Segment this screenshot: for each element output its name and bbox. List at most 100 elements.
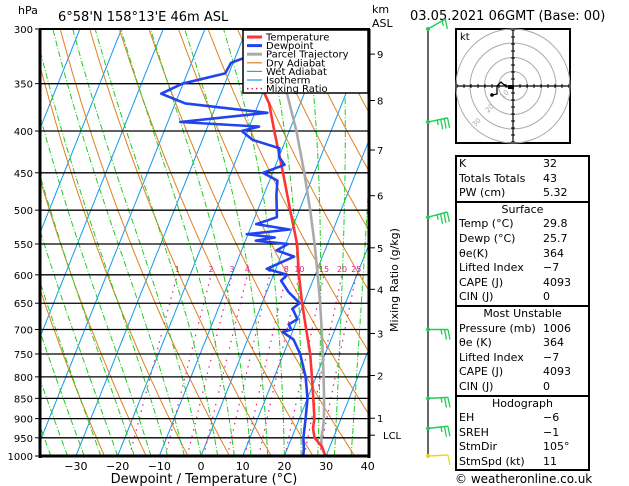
index-row: StmSpd (kt) 11 bbox=[459, 454, 557, 468]
pressure-label: 800 bbox=[14, 373, 33, 384]
index-row: Dewp (°C) 25.7 bbox=[459, 231, 568, 245]
index-row: θe(K) 364 bbox=[459, 246, 564, 260]
wind-barb-flag bbox=[446, 211, 450, 223]
pressure-label: 900 bbox=[14, 415, 33, 426]
index-row: Totals Totals 43 bbox=[459, 171, 557, 185]
wind-barb-flag bbox=[443, 397, 448, 408]
wind-barb-flag bbox=[443, 118, 447, 129]
legend-label: Parcel Trajectory bbox=[266, 50, 349, 61]
pressure-unit-label: hPa bbox=[18, 4, 38, 17]
index-row: PW (cm) 5.32 bbox=[459, 186, 568, 200]
pressure-label: 350 bbox=[14, 80, 33, 91]
wet-adiabat-line bbox=[40, 113, 152, 456]
wind-barb-half-flag bbox=[436, 214, 439, 220]
index-row: Lifted Index −7 bbox=[459, 350, 560, 364]
hodograph-unit: kt bbox=[460, 32, 470, 43]
mixing-ratio-line bbox=[164, 274, 212, 456]
hodograph-end-marker bbox=[508, 85, 514, 89]
index-row: Temp (°C) 29.8 bbox=[459, 217, 568, 231]
km-label: km bbox=[372, 3, 389, 16]
km-label: 4 bbox=[377, 285, 383, 296]
most-unstable-section: Most Unstable Pressure (mb) 1006 θe (K) 36… bbox=[457, 304, 588, 395]
wind-barb-shaft bbox=[427, 18, 446, 30]
wind-barb-flag bbox=[443, 426, 448, 437]
x-axis-title: Dewpoint / Temperature (°C) bbox=[111, 472, 298, 486]
wind-barb-shaft bbox=[427, 117, 448, 123]
surface-title: Surface bbox=[501, 202, 544, 216]
pressure-label: 600 bbox=[14, 271, 33, 282]
pressure-label: 500 bbox=[14, 206, 33, 217]
wind-barb-flag bbox=[444, 18, 448, 30]
wet-adiabat-line bbox=[264, 29, 302, 456]
wind-barb-dot bbox=[426, 215, 430, 220]
wind-barb-flag bbox=[443, 329, 448, 340]
wind-barb-flag bbox=[447, 454, 451, 466]
mixing-ratio-label: 15 bbox=[319, 265, 329, 274]
pressure-label: 550 bbox=[14, 240, 33, 251]
dewpoint-curve bbox=[159, 29, 309, 456]
wind-barb-half-flag bbox=[441, 20, 444, 26]
index-row: CAPE (J) 4093 bbox=[459, 365, 571, 379]
km-label: 6 bbox=[377, 192, 383, 203]
pressure-label: 450 bbox=[14, 169, 33, 180]
index-row: θe (K) 364 bbox=[459, 336, 564, 350]
temperature-tick-label: 0 bbox=[198, 460, 205, 473]
wind-barb-half-flag bbox=[436, 119, 439, 126]
km-label: 9 bbox=[377, 50, 383, 61]
index-row: EH −6 bbox=[459, 411, 560, 425]
legend-label: Isotherm bbox=[266, 76, 310, 87]
dry-adiabat-line bbox=[59, 29, 231, 456]
wet-adiabat-line bbox=[40, 47, 169, 456]
parcel-trajectory-curve bbox=[283, 83, 327, 456]
dry-adiabat-line bbox=[237, 29, 369, 292]
pressure-label: 300 bbox=[14, 25, 33, 36]
location-title: 6°58'N 158°13'E 46m ASL bbox=[58, 10, 229, 25]
hodograph-ring-label: 30 bbox=[471, 116, 483, 128]
index-row: SREH −1 bbox=[459, 425, 560, 439]
pressure-label: 1000 bbox=[8, 452, 33, 463]
index-row: Lifted Index −7 bbox=[459, 261, 560, 275]
pressure-label: 700 bbox=[14, 326, 33, 337]
wet-adiabat-line bbox=[350, 168, 369, 456]
wind-barb-half-flag bbox=[440, 426, 443, 433]
mixing-ratio-line bbox=[186, 274, 233, 456]
legend-label: Dewpoint bbox=[266, 41, 314, 52]
mixing-ratio-axis-title: Mixing Ratio (g/kg) bbox=[388, 228, 401, 332]
index-row: CIN (J) 0 bbox=[459, 290, 550, 304]
hodograph-section: Hodograph EH −6 SREH −1 StmDir 105° StmSpd … bbox=[457, 394, 588, 470]
copyright: © weatheronline.co.uk bbox=[455, 472, 592, 486]
hodograph-ring bbox=[455, 28, 571, 144]
wind-barb-dot bbox=[426, 27, 430, 31]
km-label: 3 bbox=[377, 330, 383, 341]
km-label: LCL bbox=[383, 431, 402, 442]
legend-label: Wet Adiabat bbox=[266, 67, 327, 78]
temperature-tick-labels: −30 −20 −10 0 10 20 30 40 bbox=[64, 460, 375, 473]
wet-adiabat-line bbox=[305, 29, 322, 456]
wind-barb-flag bbox=[447, 426, 451, 437]
wind-barbs bbox=[426, 18, 451, 466]
mixing-ratio-label: 20 bbox=[337, 265, 347, 274]
legend-label: Temperature bbox=[265, 33, 329, 44]
hodograph-title: Hodograph bbox=[492, 396, 553, 410]
mixing-ratio-label: 25 bbox=[351, 265, 361, 274]
temperature-tick-label: 20 bbox=[277, 460, 291, 473]
dry-adiabat-line bbox=[592, 29, 629, 456]
index-row: CIN (J) 0 bbox=[459, 379, 550, 393]
temperature-tick-label: 30 bbox=[319, 460, 333, 473]
wind-barb-half-flag bbox=[440, 329, 443, 335]
km-label: 5 bbox=[377, 244, 383, 255]
wind-barb-flag bbox=[443, 212, 447, 224]
wind-barb-flag bbox=[439, 213, 444, 224]
dry-adiabat-line bbox=[296, 29, 369, 173]
index-row: CAPE (J) 4093 bbox=[459, 275, 571, 289]
index-row: K 32 bbox=[459, 157, 557, 170]
isotherm-line bbox=[40, 29, 123, 235]
wet-adiabat-line bbox=[40, 173, 135, 456]
pressure-labels: 300 350 400 450 500 550 600 650 700 750 800 850 900 9… bbox=[8, 25, 33, 463]
wind-barb-half-flag bbox=[440, 397, 443, 403]
km-label: 2 bbox=[377, 372, 383, 383]
wet-adiabat-line bbox=[223, 29, 285, 456]
wet-adiabat-line bbox=[40, 377, 69, 456]
